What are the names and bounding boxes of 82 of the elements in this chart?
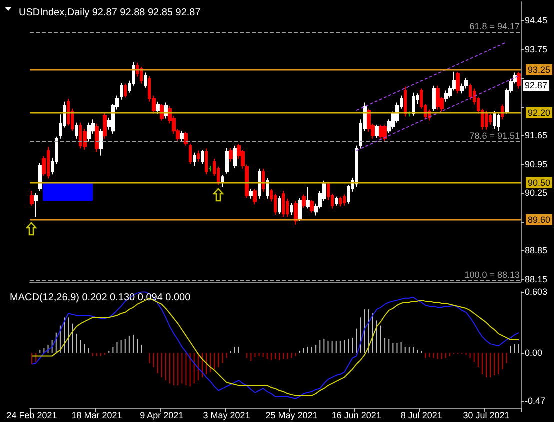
candlestick	[120, 82, 123, 100]
y-tick-label: 93.75	[525, 44, 548, 54]
candlestick	[229, 147, 233, 162]
ref-line-label: 100.0 = 88.13	[464, 270, 520, 280]
candlestick	[266, 177, 269, 200]
y-tick-label: 0.00	[525, 348, 543, 358]
x-tick-label: 9 Apr 2021	[140, 410, 184, 420]
candlestick	[180, 130, 184, 142]
candlestick	[517, 71, 521, 90]
candlestick	[278, 196, 281, 215]
candlestick	[294, 200, 298, 226]
candlestick	[75, 122, 78, 140]
candlestick	[274, 193, 277, 216]
candlestick	[103, 112, 107, 140]
candlestick	[464, 78, 468, 90]
candlestick	[290, 202, 293, 216]
candlestick	[38, 162, 42, 192]
candlestick	[493, 110, 496, 130]
candlestick	[375, 124, 379, 139]
candlestick	[30, 190, 34, 206]
candlestick	[233, 145, 237, 169]
candlestick	[310, 200, 314, 214]
candlestick	[87, 122, 91, 142]
y-tick-label: 94.45	[525, 16, 548, 26]
y-tick-label: 88.15	[525, 274, 548, 284]
candlestick	[302, 194, 306, 208]
candlestick	[412, 92, 415, 116]
text: USDIndex,Daily 92.87 92.88 92.85 92.87	[19, 8, 202, 18]
candlestick	[124, 83, 127, 98]
candlestick	[184, 131, 188, 146]
x-tick-label: 8 Jul 2021	[400, 410, 442, 420]
y-tick-label: 0.603	[525, 287, 548, 297]
candlestick	[209, 166, 212, 172]
x-tick-label: 3 May 2021	[203, 410, 250, 420]
candlestick	[485, 110, 488, 130]
x-tick-label: 24 Feb 2021	[6, 410, 58, 420]
ref-line-label: 92.20	[528, 108, 551, 118]
candlestick	[497, 113, 500, 132]
candlestick	[298, 198, 302, 222]
candlestick	[456, 71, 460, 94]
y-tick-label: 91.65	[525, 130, 548, 141]
candlestick	[221, 174, 224, 188]
candlestick	[201, 150, 204, 164]
candlestick	[444, 90, 448, 102]
candlestick	[343, 194, 346, 206]
candlestick	[339, 196, 342, 208]
ref-line-label: 90.50	[528, 178, 551, 188]
ref-line-label: 61.8 = 94.17	[470, 22, 520, 32]
ref-line-label: 93.25	[528, 64, 551, 75]
candlestick	[144, 72, 147, 88]
candlestick	[262, 168, 265, 192]
x-tick-label: 25 May 2021	[266, 410, 318, 420]
y-tick-label: 90.25	[525, 188, 548, 198]
candlestick	[34, 192, 38, 218]
candlestick	[189, 143, 192, 164]
candlestick	[197, 150, 200, 162]
candlestick	[249, 188, 253, 200]
annotation: 92.87	[525, 80, 548, 90]
candlestick	[156, 101, 160, 114]
candlestick	[95, 123, 99, 153]
ref-line-label: 78.6 = 91.51	[470, 130, 520, 141]
candlestick	[253, 188, 257, 206]
candlestick	[99, 128, 103, 156]
candlestick	[335, 196, 338, 206]
candlestick	[404, 86, 407, 118]
candlestick	[225, 147, 229, 174]
candlestick	[306, 186, 310, 210]
x-tick-label: 30 Jul 2021	[463, 410, 510, 420]
x-tick-label: 18 Mar 2021	[72, 410, 122, 420]
candlestick	[205, 148, 208, 176]
candlestick	[383, 124, 387, 142]
y-tick-label: -0.47	[525, 396, 546, 406]
ref-line-label: 89.60	[528, 214, 551, 225]
x-tick-label: 16 Jun 2021	[332, 410, 382, 420]
y-tick-label: 88.85	[525, 246, 548, 256]
candlestick	[193, 152, 196, 167]
candlestick	[258, 168, 261, 200]
y-tick-label: 90.95	[525, 159, 548, 170]
candlestick	[432, 85, 436, 112]
candlestick	[436, 85, 440, 110]
candlestick	[282, 190, 285, 218]
candlestick	[379, 124, 383, 140]
